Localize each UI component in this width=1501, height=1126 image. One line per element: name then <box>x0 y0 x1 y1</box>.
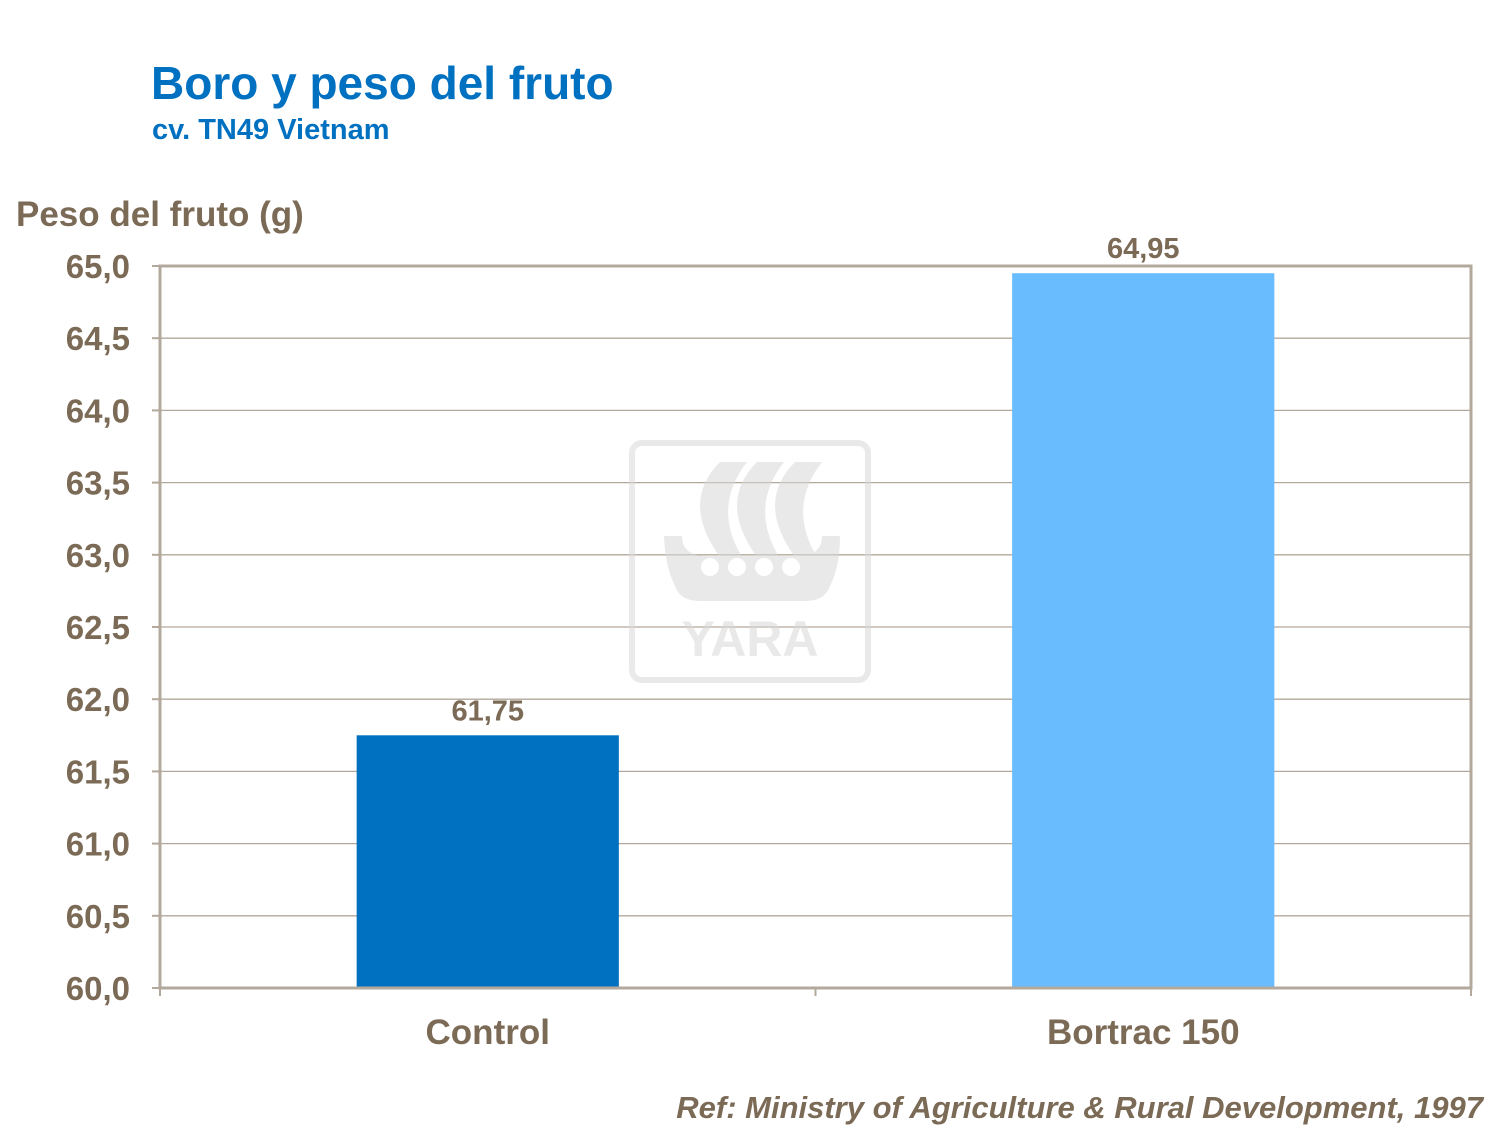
y-tick-label: 65,0 <box>66 248 130 285</box>
y-tick-label: 62,5 <box>66 609 130 646</box>
chart-title: Boro y peso del fruto <box>151 57 614 109</box>
watermark-text: YARA <box>681 611 818 667</box>
y-tick-label: 60,0 <box>66 970 130 1007</box>
y-tick-label: 61,0 <box>66 826 130 863</box>
reference-note: Ref: Ministry of Agriculture & Rural Dev… <box>676 1090 1483 1125</box>
y-tick-label: 64,5 <box>66 320 130 357</box>
bar-bortrac-150 <box>1012 273 1275 989</box>
y-axis-label: Peso del fruto (g) <box>16 195 304 234</box>
y-tick-label: 62,0 <box>66 681 130 718</box>
x-tick-label: Bortrac 150 <box>1047 1013 1240 1052</box>
bar-control <box>356 735 619 988</box>
yara-watermark-logo: YARA <box>629 440 871 683</box>
y-tick-label: 64,0 <box>66 392 130 429</box>
data-label: 61,75 <box>451 695 524 727</box>
y-tick-label: 61,5 <box>66 753 130 790</box>
y-tick-label: 60,5 <box>66 898 130 935</box>
data-label: 64,95 <box>1107 233 1180 265</box>
y-tick-label: 63,0 <box>66 537 130 574</box>
y-tick-label: 63,5 <box>66 465 130 502</box>
chart-subtitle: cv. TN49 Vietnam <box>152 114 390 146</box>
x-tick-label: Control <box>426 1013 550 1052</box>
